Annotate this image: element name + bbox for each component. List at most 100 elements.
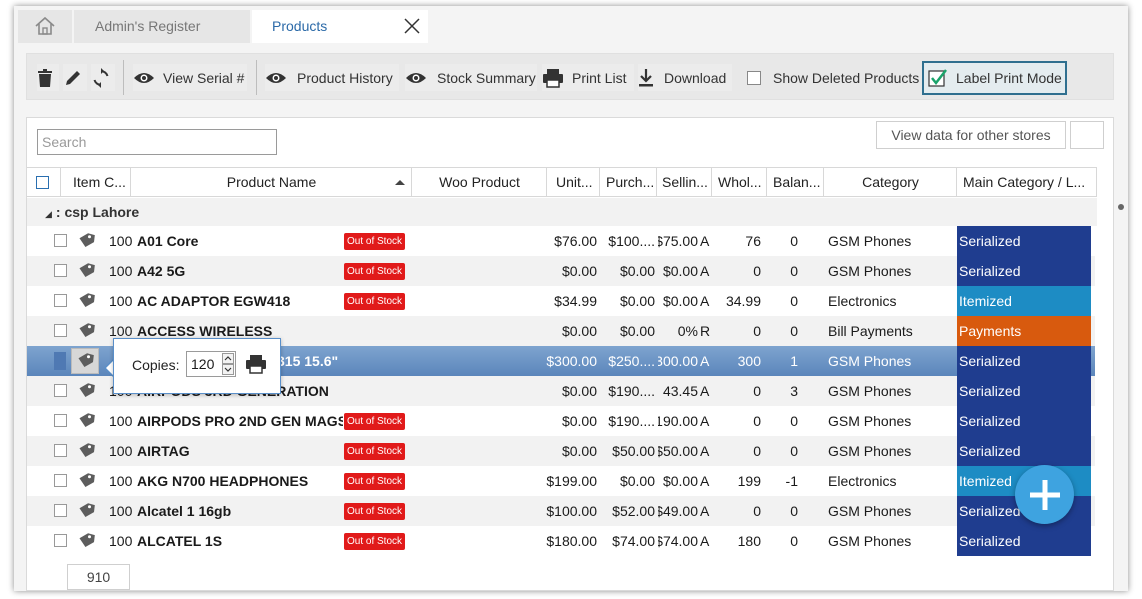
row-checkbox[interactable] [54,294,67,307]
copies-value: 120 [191,356,215,372]
row-checkbox[interactable] [54,474,67,487]
view-serial-button[interactable]: View Serial # [133,64,247,91]
tab-home[interactable] [18,10,72,43]
table-row[interactable]: 100 Alcatel 1 16gb Out of Stock $100.00 $52.… [27,496,1095,526]
eye-icon [133,71,155,85]
selling-price: 0% [677,323,698,339]
tag-icon[interactable] [75,500,97,522]
tab-products[interactable]: Products [252,10,428,43]
show-deleted-checkbox[interactable] [747,70,761,85]
row-checkbox[interactable] [54,234,67,247]
view-serial-label: View Serial # [163,69,245,86]
print-copies-button[interactable] [244,352,268,376]
stock-summary-button[interactable]: Stock Summary [405,64,537,91]
tab-admins-register[interactable]: Admin's Register [74,10,250,43]
table-row[interactable]: 100 ALCATEL 1S Out of Stock $180.00 $74.00 $7… [27,526,1095,556]
row-checkbox[interactable] [54,414,67,427]
category: GSM Phones [828,353,912,369]
download-button[interactable]: Download [638,64,732,91]
label-print-mode-label: Label Print Mode [956,70,1062,86]
select-all-checkbox[interactable] [36,176,49,189]
category: Electronics [828,473,897,489]
row-checkbox[interactable] [54,384,67,397]
search-input[interactable] [37,129,277,155]
unit-cost: $300.00 [546,353,597,369]
label-print-mode-toggle[interactable]: Label Print Mode [922,61,1067,95]
tab-products-label: Products [272,18,328,34]
table-row[interactable]: 100 AKG N700 HEADPHONES Out of Stock $199.0… [27,466,1095,496]
tag-icon[interactable] [75,380,97,402]
col-unit[interactable]: Unit... [548,168,600,197]
col-item-code[interactable]: Item C... [62,168,131,197]
main-category: Itemized [957,286,1091,316]
item-qty: 100 [109,233,133,249]
trash-icon [37,68,53,88]
add-product-button[interactable] [1015,465,1074,524]
product-history-button[interactable]: Product History [265,64,399,91]
home-icon [34,16,56,36]
selling-price: 300.00 [658,353,698,369]
row-checkbox[interactable] [54,504,67,517]
wholesale-price: 0 [753,413,761,429]
unit-cost: $0.00 [561,383,597,399]
row-checkbox[interactable] [54,534,67,547]
table-row[interactable]: 100 AC ADAPTOR EGW418 Out of Stock $34.99 $0… [27,286,1095,316]
copies-stepper[interactable]: 120 [186,351,236,377]
col-product-name[interactable]: Product Name [132,168,412,197]
table-row[interactable]: 100 A01 Core Out of Stock $76.00 $100.... $75… [27,226,1095,256]
col-purchase[interactable]: Purch... [601,168,657,197]
row-checkbox[interactable] [54,444,67,457]
col-woo-product[interactable]: Woo Product [413,168,547,197]
close-icon[interactable] [402,16,422,36]
edit-button[interactable] [63,64,87,91]
pencil-icon [63,68,83,88]
balance: 0 [790,323,798,339]
group-row[interactable]: ◢: csp Lahore [27,198,1097,226]
tag-icon[interactable] [75,530,97,552]
row-count: 910 [67,564,130,590]
product-history-label: Product History [297,69,393,86]
tag-icon[interactable] [75,410,97,432]
download-label: Download [664,69,727,86]
row-checkbox[interactable] [54,264,67,277]
col-balance[interactable]: Balan... [768,168,824,197]
row-checkbox[interactable] [54,352,66,370]
tag-icon[interactable] [75,440,97,462]
tag-icon[interactable] [75,260,97,282]
view-other-stores-button[interactable]: View data for other stores [876,121,1066,149]
collapse-icon[interactable]: ◢ [45,209,52,219]
table-row[interactable]: 100 A42 5G Out of Stock $0.00 $0.00 $0.00 A 0 0 G… [27,256,1095,286]
print-list-button[interactable]: Print List [542,64,634,91]
tag-icon[interactable] [75,230,97,252]
tag-icon[interactable] [75,290,97,312]
stock-badge: Out of Stock [344,233,406,250]
product-name: AIRTAG [137,443,190,459]
stepper-arrows-icon[interactable] [222,353,234,375]
product-name: ALCATEL 1S [137,533,223,549]
category: GSM Phones [828,263,912,279]
col-main-category[interactable]: Main Category / L... [958,168,1097,197]
balance: 0 [790,533,798,549]
delete-button[interactable] [37,64,59,91]
tag-icon[interactable] [75,320,97,342]
wholesale-price: 300 [737,353,761,369]
refresh-button[interactable] [91,64,115,91]
product-name: A01 Core [137,233,199,249]
tag-icon[interactable] [71,348,99,374]
stock-badge: Out of Stock [344,263,406,280]
purchase-price: $50.00 [612,443,655,459]
vertical-scrollbar[interactable] [1117,204,1125,556]
row-checkbox[interactable] [54,324,67,337]
grid-options-button[interactable] [1070,121,1104,149]
checkbox-checked-icon[interactable] [928,68,948,88]
show-deleted-toggle[interactable]: Show Deleted Products [747,64,923,91]
balance: 0 [790,413,798,429]
price-flag: A [700,293,710,309]
col-category[interactable]: Category [825,168,957,197]
col-wholesale[interactable]: Whol... [713,168,767,197]
category: GSM Phones [828,413,912,429]
table-row[interactable]: 100 AIRTAG Out of Stock $0.00 $50.00 $50.00 A 0… [27,436,1095,466]
tag-icon[interactable] [75,470,97,492]
col-selling[interactable]: Sellin... [658,168,712,197]
